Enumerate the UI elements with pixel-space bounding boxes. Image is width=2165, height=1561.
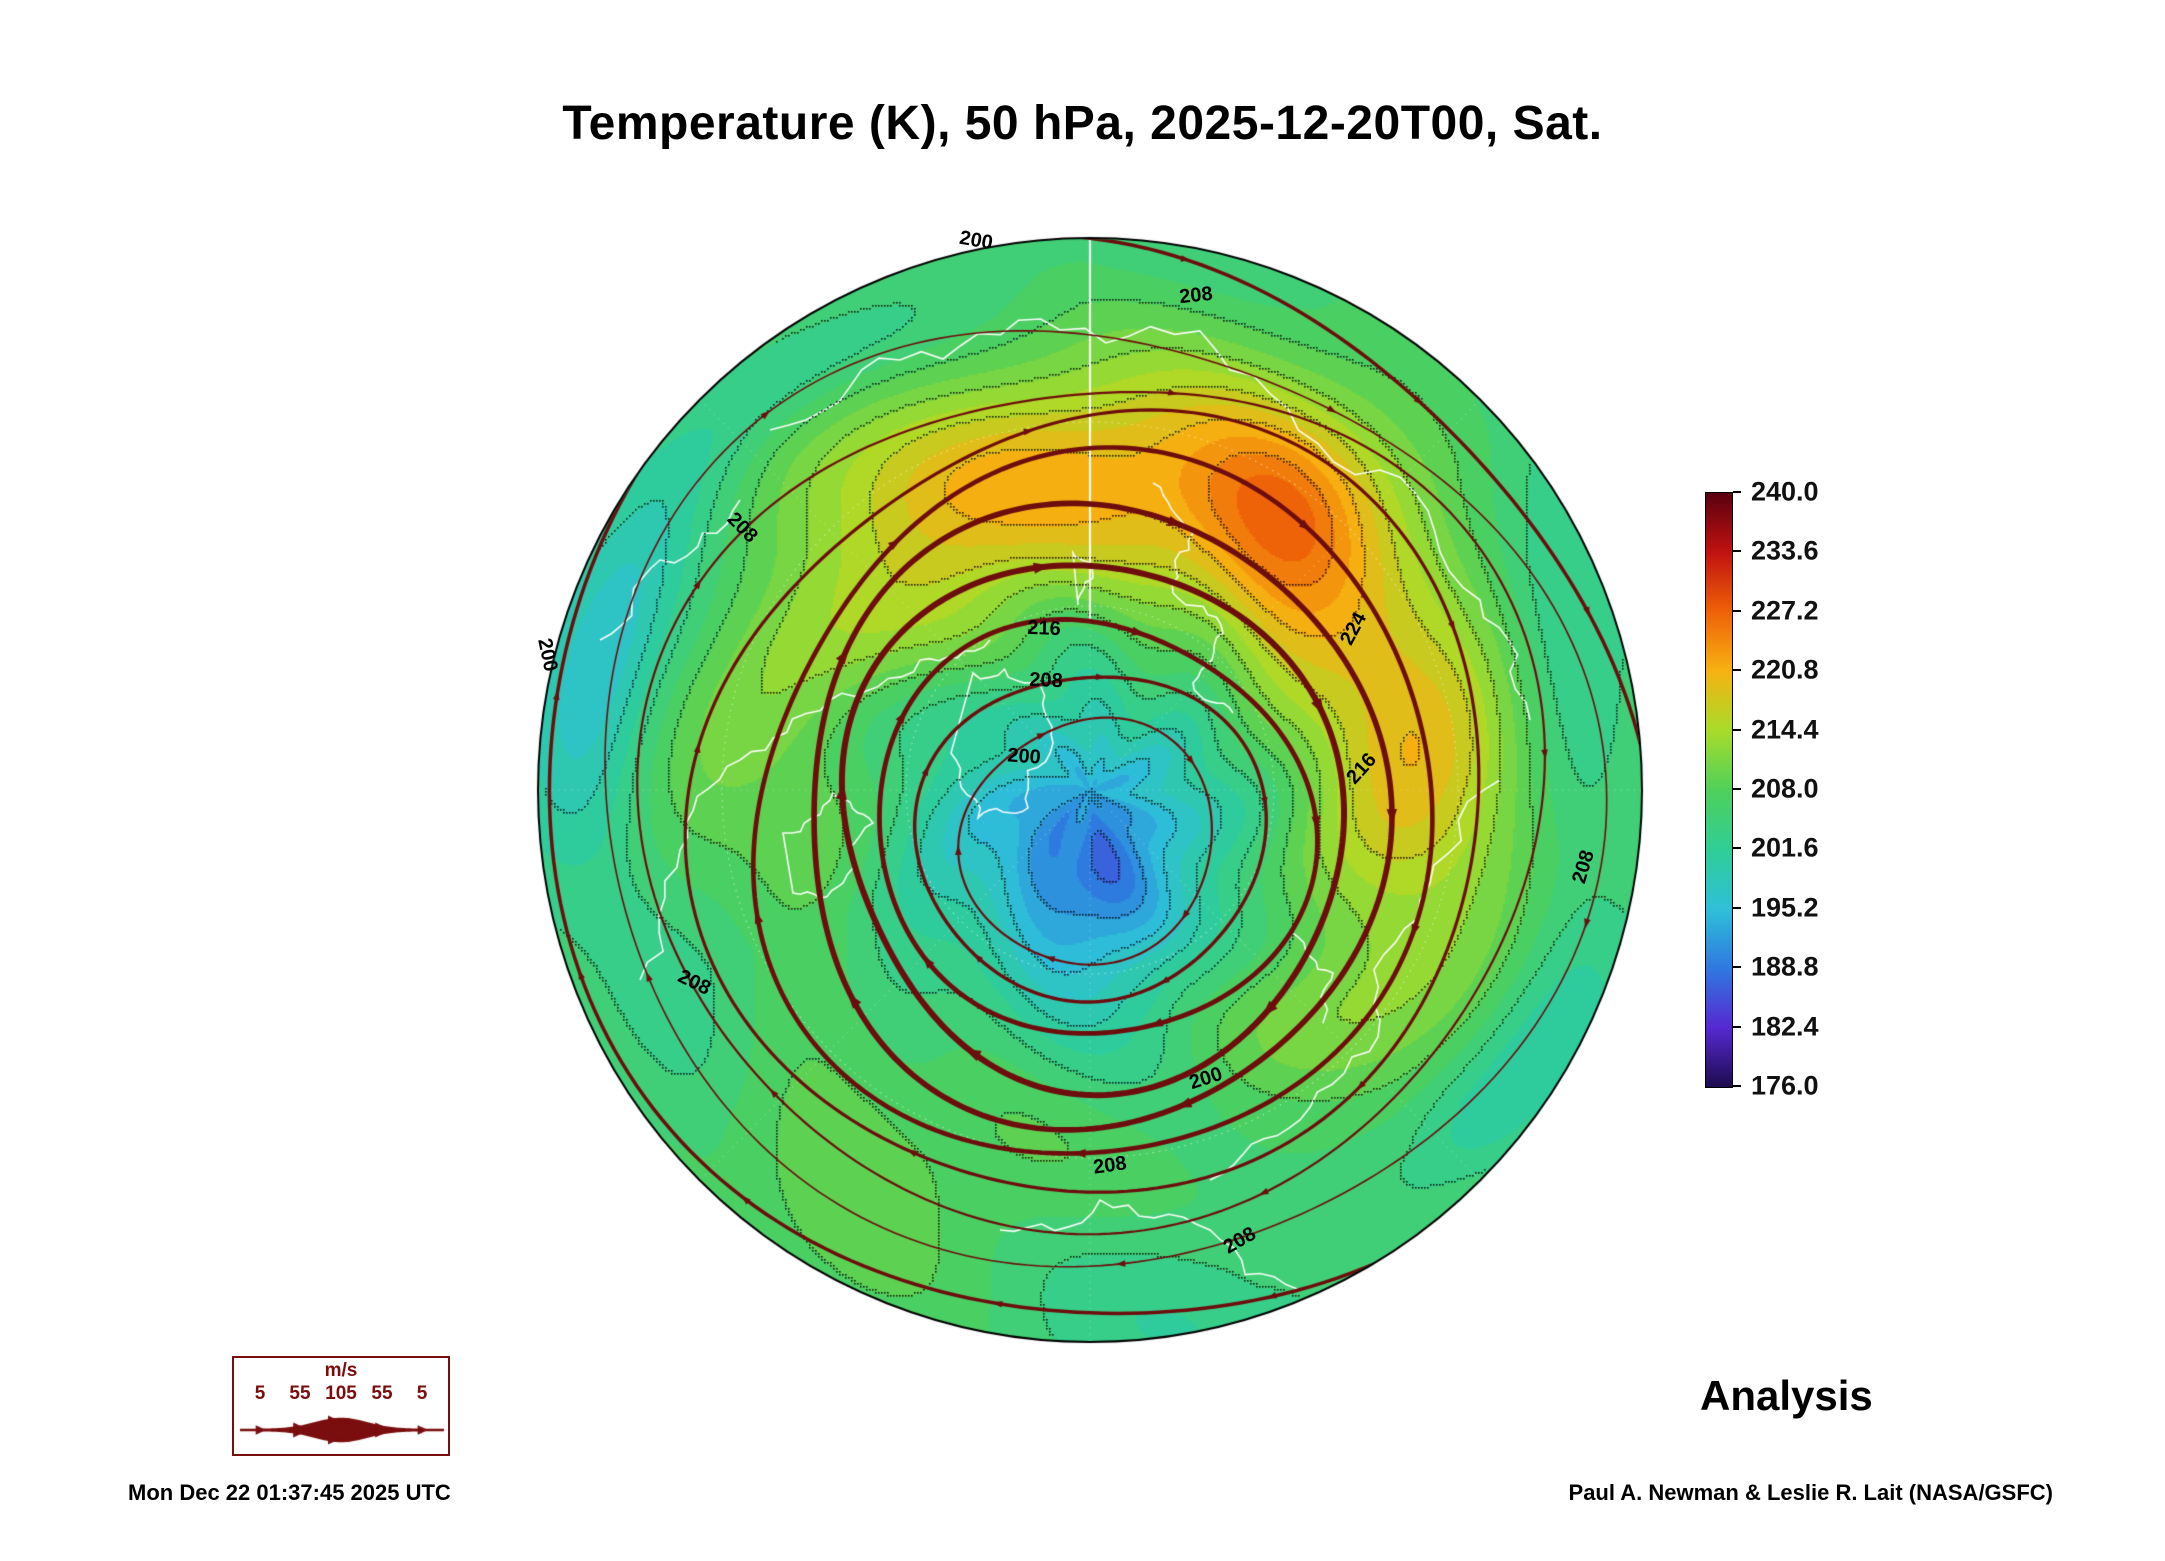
colorbar-tick-label: 188.8 — [1751, 951, 1819, 982]
colorbar-tick-mark — [1733, 788, 1741, 790]
wind-legend-tick-label: 5 — [416, 1383, 428, 1404]
colorbar-tick-label: 214.4 — [1751, 714, 1819, 745]
wind-legend-tick-label: 5 — [254, 1383, 266, 1404]
colorbar-tick-mark — [1733, 847, 1741, 850]
colorbar-tick-mark — [1733, 550, 1741, 553]
colorbar-tick-mark — [1733, 966, 1741, 969]
colorbar-tick-label: 227.2 — [1751, 595, 1819, 626]
colorbar-tick-label: 208.0 — [1751, 773, 1819, 804]
colorbar-tick-label: 182.4 — [1751, 1011, 1819, 1042]
colorbar-tick-mark — [1733, 609, 1741, 612]
colorbar: 240.0 233.6 227.2 220.8 214.4 208.0 201.6 195.2… — [1705, 477, 1965, 1101]
wind-legend-units: m/s — [324, 1360, 358, 1381]
timestamp: Mon Dec 22 01:37:45 2025 UTC — [128, 1480, 451, 1505]
wind-legend-tick-label: 55 — [289, 1383, 311, 1404]
wind-speed-legend: m/s 5 55 105 55 5 — [232, 1356, 450, 1456]
wind-legend-tick-label: 55 — [371, 1383, 393, 1404]
colorbar-tick-label: 240.0 — [1751, 476, 1819, 507]
colorbar-tick-label: 220.8 — [1751, 654, 1819, 685]
analysis-label: Analysis — [1700, 1372, 1873, 1419]
wind-legend-tick-label: 105 — [325, 1383, 357, 1404]
colorbar-tick-mark — [1733, 491, 1741, 493]
plot-title: Temperature (K), 50 hPa, 2025-12-20T00, … — [562, 97, 1603, 150]
colorbar-tick-mark — [1733, 669, 1741, 672]
colorbar-tick-label: 195.2 — [1751, 892, 1819, 923]
colorbar-tick-label: 176.0 — [1751, 1070, 1819, 1101]
colorbar-tick-mark — [1733, 728, 1741, 731]
polar-temperature-map — [533, 233, 1647, 1347]
credit: Paul A. Newman & Leslie R. Lait (NASA/GS… — [1568, 1480, 2053, 1505]
colorbar-tick-label: 201.6 — [1751, 832, 1819, 863]
colorbar-gradient — [1705, 492, 1733, 1088]
colorbar-tick-mark — [1733, 1085, 1741, 1087]
wind-arrow-scale — [236, 1406, 448, 1454]
colorbar-tick-mark — [1733, 906, 1741, 909]
colorbar-tick-mark — [1733, 1025, 1741, 1028]
colorbar-tick-label: 233.6 — [1751, 535, 1819, 566]
